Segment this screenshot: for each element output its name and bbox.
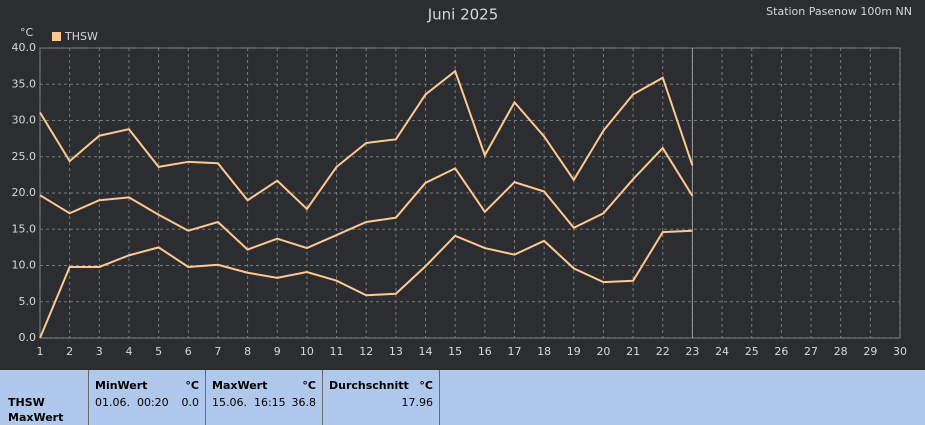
- stat-unit: °C: [419, 379, 433, 392]
- chart-subtitle: Station Pasenow 100m NN: [766, 5, 912, 18]
- stat-cell: MinWert °C 01.06. 00:20 0.0: [88, 370, 205, 425]
- y-tick-label: 15.0: [12, 222, 37, 235]
- y-tick-label: 5.0: [19, 295, 37, 308]
- series-line: [39, 69, 694, 211]
- x-tick-label: 13: [389, 345, 403, 358]
- legend-swatch: [52, 32, 61, 41]
- x-tick-label: 28: [834, 345, 848, 358]
- x-tick-label: 30: [893, 345, 907, 358]
- y-tick-label: 25.0: [12, 150, 37, 163]
- x-tick-label: 21: [626, 345, 640, 358]
- stats-panel: THSW MaxWert MinWert °C 01.06. 00:20 0.0 Max…: [0, 370, 925, 425]
- y-tick-label: 30.0: [12, 114, 37, 127]
- x-tick-label: 3: [96, 345, 103, 358]
- x-tick-label: 16: [478, 345, 492, 358]
- y-tick-label: 40.0: [12, 41, 37, 54]
- x-tick-label: 24: [715, 345, 729, 358]
- x-tick-label: 29: [863, 345, 877, 358]
- stat-title: Durchschnitt: [329, 379, 409, 392]
- x-tick-label: 26: [774, 345, 788, 358]
- stat-value: 0.0: [181, 396, 200, 409]
- x-tick-label: 4: [125, 345, 132, 358]
- x-tick-label: 6: [185, 345, 192, 358]
- y-tick-label: 0.0: [19, 331, 37, 344]
- panel-label: THSW: [8, 396, 45, 409]
- series-line: [39, 146, 694, 251]
- x-tick-label: 18: [537, 345, 551, 358]
- series-line: [39, 229, 693, 339]
- x-tick-label: 17: [507, 345, 521, 358]
- x-tick-label: 12: [359, 345, 373, 358]
- x-tick-label: 11: [330, 345, 344, 358]
- legend-label: THSW: [64, 30, 98, 43]
- panel-sublabel: MaxWert: [8, 411, 64, 424]
- x-tick-label: 2: [66, 345, 73, 358]
- chart: Juni 2025 Station Pasenow 100m NN °C 0.0…: [12, 5, 913, 358]
- stat-date: 01.06. 00:20: [95, 396, 169, 409]
- y-tick-label: 20.0: [12, 186, 37, 199]
- x-tick-label: 5: [155, 345, 162, 358]
- stat-date: 15.06. 16:15: [212, 396, 286, 409]
- x-tick-label: 22: [656, 345, 670, 358]
- x-tick-label: 19: [567, 345, 581, 358]
- stat-value: 17.96: [401, 396, 434, 409]
- stat-title: MinWert: [95, 379, 148, 392]
- x-tick-label: 15: [448, 345, 462, 358]
- x-tick-label: 7: [214, 345, 221, 358]
- stat-cell: MaxWert °C 15.06. 16:15 36.8: [205, 370, 322, 425]
- y-axis-label: °C: [20, 26, 34, 39]
- x-tick-label: 10: [300, 345, 314, 358]
- x-tick-label: 23: [685, 345, 699, 358]
- stat-title: MaxWert: [212, 379, 268, 392]
- x-tick-label: 9: [274, 345, 281, 358]
- stat-value: 36.8: [291, 396, 317, 409]
- x-tick-label: 25: [745, 345, 759, 358]
- stat-unit: °C: [185, 379, 199, 392]
- stat-unit: °C: [302, 379, 316, 392]
- x-tick-label: 27: [804, 345, 818, 358]
- x-tick-label: 8: [244, 345, 251, 358]
- y-tick-label: 35.0: [12, 77, 37, 90]
- y-tick-label: 10.0: [12, 259, 37, 272]
- chart-title: Juni 2025: [427, 6, 499, 24]
- x-tick-label: 20: [596, 345, 610, 358]
- stat-cell: Durchschnitt °C 17.96: [322, 370, 440, 425]
- x-tick-label: 1: [37, 345, 44, 358]
- x-tick-label: 14: [419, 345, 433, 358]
